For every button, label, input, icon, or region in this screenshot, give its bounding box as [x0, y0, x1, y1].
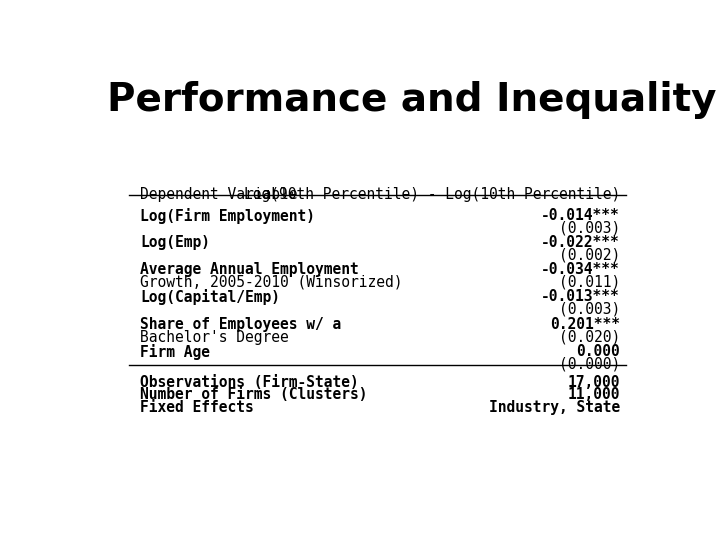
Text: Share of Employees w/ a: Share of Employees w/ a	[140, 317, 341, 332]
Text: Number of Firms (Clusters): Number of Firms (Clusters)	[140, 387, 368, 402]
Text: Industry, State: Industry, State	[489, 400, 620, 415]
Text: Log(90th Percentile) - Log(10th Percentile): Log(90th Percentile) - Log(10th Percenti…	[244, 187, 620, 202]
Text: 0.201***: 0.201***	[550, 317, 620, 332]
Text: Log(Emp): Log(Emp)	[140, 235, 210, 250]
Text: Average Annual Employment: Average Annual Employment	[140, 262, 359, 278]
Text: (0.003): (0.003)	[559, 302, 620, 317]
Text: (0.002): (0.002)	[559, 248, 620, 263]
Text: Growth, 2005-2010 (Winsorized): Growth, 2005-2010 (Winsorized)	[140, 275, 402, 290]
Text: Fixed Effects: Fixed Effects	[140, 400, 254, 415]
Text: (0.011): (0.011)	[559, 275, 620, 290]
Text: Performance and Inequality: Performance and Inequality	[107, 82, 716, 119]
Text: Log(Firm Employment): Log(Firm Employment)	[140, 208, 315, 224]
Text: (0.020): (0.020)	[559, 329, 620, 345]
Text: -0.034***: -0.034***	[541, 262, 620, 278]
Text: Firm Age: Firm Age	[140, 344, 210, 360]
Text: 0.000: 0.000	[576, 344, 620, 359]
Text: Dependent Variable: Dependent Variable	[140, 187, 298, 202]
Text: 17,000: 17,000	[567, 375, 620, 389]
Text: -0.014***: -0.014***	[541, 208, 620, 223]
Text: -0.022***: -0.022***	[541, 235, 620, 250]
Text: Log(Capital/Emp): Log(Capital/Emp)	[140, 289, 280, 305]
Text: 11,000: 11,000	[567, 387, 620, 402]
Text: Bachelor's Degree: Bachelor's Degree	[140, 329, 289, 345]
Text: (0.003): (0.003)	[559, 221, 620, 236]
Text: -0.013***: -0.013***	[541, 289, 620, 305]
Text: (0.000): (0.000)	[559, 357, 620, 372]
Text: Observations (Firm-State): Observations (Firm-State)	[140, 375, 359, 389]
